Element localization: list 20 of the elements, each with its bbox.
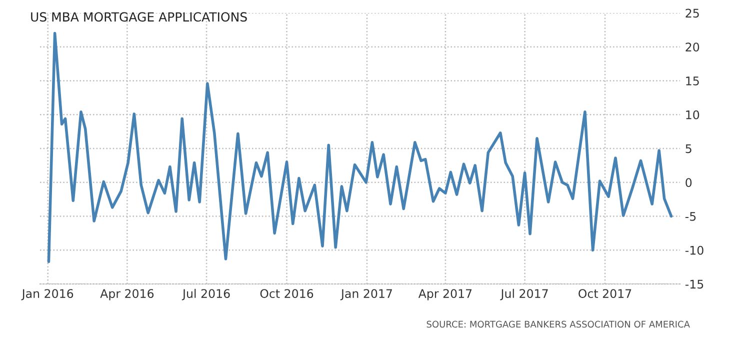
y-tick-label: 5 <box>686 144 692 154</box>
x-tick-label: Jul 2016 <box>182 288 230 300</box>
source-note: SOURCE: MORTGAGE BANKERS ASSOCIATION OF AMERICA <box>426 320 690 328</box>
y-tick-label: 20 <box>686 42 700 52</box>
x-tick-label: Oct 2016 <box>260 289 314 298</box>
y-tick-label: -10 <box>685 246 704 255</box>
x-tick-label: Apr 2016 <box>100 289 154 300</box>
y-tick-label: -5 <box>685 212 696 221</box>
y-tick-label: 10 <box>686 110 700 120</box>
x-tick-label: Jul 2017 <box>500 288 548 300</box>
y-tick-label: 25 <box>686 8 699 18</box>
x-tick-label: Apr 2017 <box>418 289 472 300</box>
x-tick-label: Jan 2016 <box>21 289 74 300</box>
x-tick-label: Jan 2017 <box>340 289 392 300</box>
y-tick-label: 0 <box>686 178 692 188</box>
y-tick-label: -15 <box>685 280 704 289</box>
y-tick-label: 15 <box>686 76 699 86</box>
chart-title: US MBA MORTGAGE APPLICATIONS <box>31 12 247 22</box>
line-series <box>47 32 673 264</box>
x-tick-label: Oct 2017 <box>578 289 632 298</box>
